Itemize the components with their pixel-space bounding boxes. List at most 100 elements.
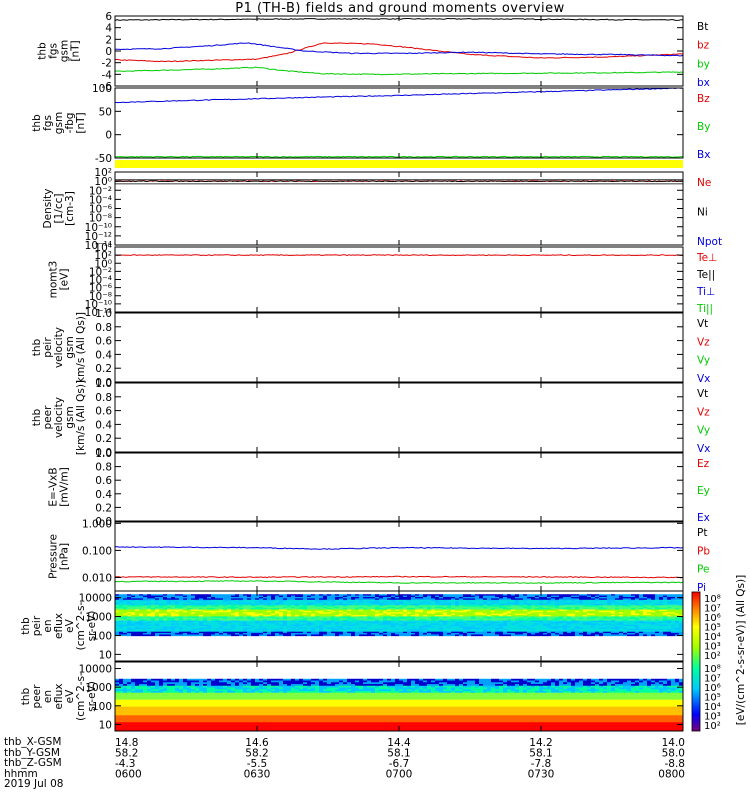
spec-cell: [187, 619, 192, 621]
spec-cell: [235, 595, 240, 598]
spec-cell: [459, 606, 464, 609]
y-tick-label: 10⁰: [94, 258, 112, 270]
spec-cell: [647, 610, 652, 613]
spec-cell: [599, 617, 604, 620]
spec-cell: [663, 608, 668, 610]
spec-cell: [459, 605, 464, 608]
spec-cell: [359, 621, 364, 624]
spec-cell: [439, 599, 444, 602]
spec-cell: [287, 595, 292, 598]
spec-cell: [143, 620, 148, 623]
spec-cell: [403, 608, 408, 610]
spec-cell: [567, 621, 572, 624]
spec-cell: [223, 628, 228, 631]
spec-cell: [167, 612, 172, 614]
spec-cell: [271, 598, 276, 601]
spec-cell: [559, 620, 564, 623]
spec-cell: [287, 633, 292, 635]
spec-cell: [455, 609, 460, 612]
spec-cell: [247, 603, 252, 606]
spec-cell: [203, 605, 208, 608]
spec-cell: [547, 633, 552, 635]
spec-cell: [555, 615, 560, 617]
spec-cell: [139, 610, 144, 613]
spec-cell: [315, 616, 320, 619]
spec-cell: [279, 627, 284, 630]
spec-cell: [575, 612, 580, 614]
spec-cell: [163, 680, 168, 683]
spec-cell: [679, 609, 684, 612]
spec-cell: [395, 631, 400, 634]
spec-cell: [119, 623, 124, 626]
spec-cell: [187, 626, 192, 628]
spec-cell: [631, 617, 636, 620]
spec-cell: [223, 610, 228, 613]
spec-cell: [247, 605, 252, 608]
spec-cell: [467, 624, 472, 627]
spec-cell: [171, 634, 176, 637]
spec-cell: [519, 620, 524, 623]
spec-cell: [159, 685, 164, 688]
y-axis-label: [nPa]: [59, 543, 71, 570]
spec-cell: [463, 598, 468, 601]
spec-cell: [243, 599, 248, 602]
spec-cell: [175, 612, 180, 614]
spec-cell: [579, 620, 584, 623]
spec-cell: [211, 595, 216, 598]
spec-cell: [327, 608, 332, 610]
spec-cell: [199, 633, 204, 635]
spec-cell: [647, 626, 652, 628]
spec-cell: [435, 610, 440, 613]
spec-cell: [411, 623, 416, 626]
spec-cell: [491, 608, 496, 610]
spec-cell: [219, 627, 224, 630]
spec-cell: [155, 701, 160, 704]
spec-cell: [531, 619, 536, 621]
spec-cell: [327, 595, 332, 598]
spec-cell: [327, 615, 332, 617]
spec-cell: [651, 612, 656, 614]
spec-cell: [415, 633, 420, 635]
spec-cell: [171, 601, 176, 603]
spec-cell: [647, 612, 652, 614]
spec-cell: [235, 633, 240, 635]
spec-cell: [151, 608, 156, 610]
spec-cell: [379, 633, 384, 635]
spec-cell: [423, 605, 428, 608]
spec-cell: [475, 608, 480, 610]
spec-cell: [339, 628, 344, 631]
spec-cell: [651, 598, 656, 601]
spec-cell: [455, 616, 460, 619]
spec-cell: [303, 612, 308, 614]
spec-cell: [575, 619, 580, 621]
spec-cell: [283, 608, 288, 610]
spec-cell: [615, 602, 620, 605]
spec-cell: [119, 612, 124, 614]
spec-cell: [555, 634, 560, 637]
spec-cell: [343, 620, 348, 623]
spec-cell: [151, 711, 156, 714]
spec-cell: [595, 619, 600, 621]
spec-cell: [403, 606, 408, 609]
spec-cell: [503, 601, 508, 603]
spec-cell: [143, 685, 148, 688]
spec-cell: [591, 633, 596, 635]
spec-cell: [231, 596, 236, 599]
spec-cell: [139, 633, 144, 635]
spec-cell: [167, 718, 172, 721]
spec-cell: [399, 615, 404, 617]
spec-cell: [639, 624, 644, 627]
legend-peer-velocity-entry: Vy: [697, 425, 710, 437]
spec-cell: [135, 727, 140, 730]
panel-density: 10²10⁰10⁻²10⁻⁴10⁻⁶10⁻⁸10⁻¹⁰10⁻¹²10⁻¹⁴Den…: [42, 167, 722, 252]
spec-cell: [115, 724, 120, 727]
spec-cell: [455, 623, 460, 626]
spec-cell: [471, 599, 476, 602]
spec-cell: [195, 601, 200, 603]
spec-cell: [279, 631, 284, 634]
spec-cell: [467, 598, 472, 601]
spec-cell: [619, 633, 624, 635]
spec-cell: [139, 715, 144, 718]
spec-cell: [471, 615, 476, 617]
spec-cell: [315, 634, 320, 637]
